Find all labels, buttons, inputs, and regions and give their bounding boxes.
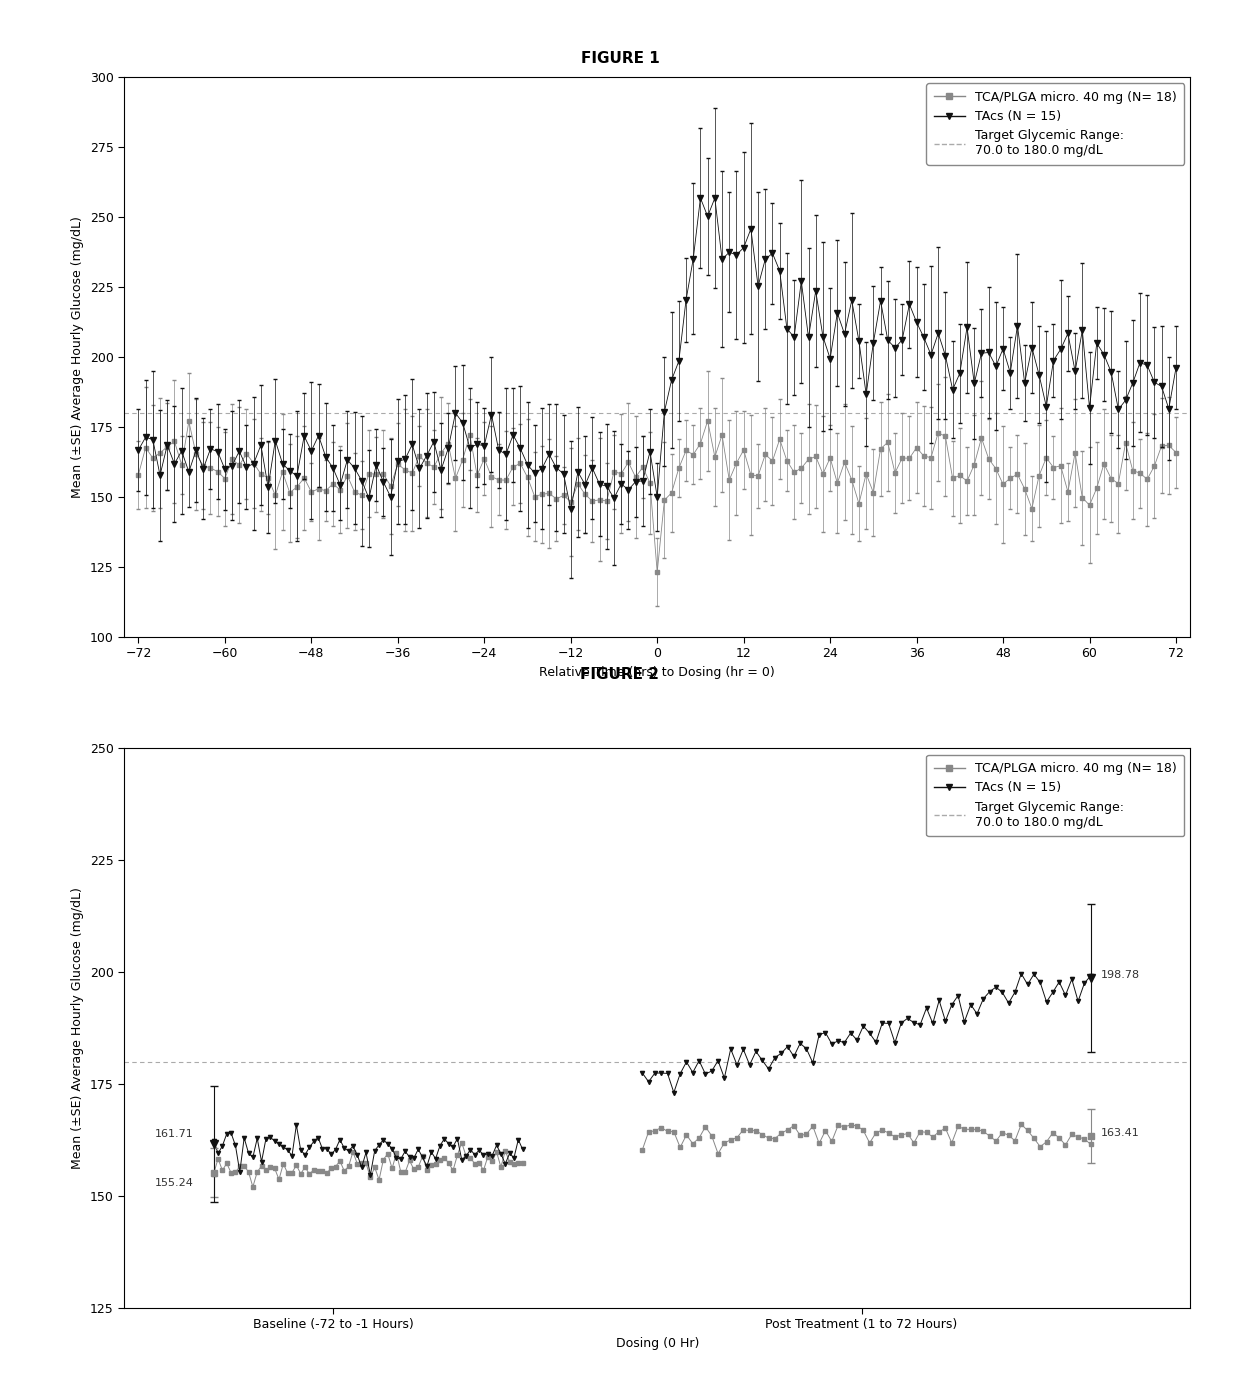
Y-axis label: Mean (±SE) Average Hourly Glucose (mg/dL): Mean (±SE) Average Hourly Glucose (mg/dL…	[71, 215, 84, 498]
Text: FIGURE 2: FIGURE 2	[580, 667, 660, 681]
Text: 163.41: 163.41	[1101, 1128, 1140, 1139]
Y-axis label: Mean (±SE) Average Hourly Glucose (mg/dL): Mean (±SE) Average Hourly Glucose (mg/dL…	[71, 887, 84, 1170]
Legend: TCA/PLGA micro. 40 mg (N= 18), TAcs (N = 15), Target Glycemic Range:
70.0 to 180: TCA/PLGA micro. 40 mg (N= 18), TAcs (N =…	[926, 754, 1184, 837]
Text: 155.24: 155.24	[155, 1178, 193, 1188]
Text: FIGURE 1: FIGURE 1	[580, 52, 660, 66]
Text: 198.78: 198.78	[1101, 970, 1140, 979]
X-axis label: Dosing (0 Hr): Dosing (0 Hr)	[615, 1337, 699, 1350]
X-axis label: Relative Time (hrs) to Dosing (hr = 0): Relative Time (hrs) to Dosing (hr = 0)	[539, 666, 775, 679]
Legend: TCA/PLGA micro. 40 mg (N= 18), TAcs (N = 15), Target Glycemic Range:
70.0 to 180: TCA/PLGA micro. 40 mg (N= 18), TAcs (N =…	[926, 83, 1184, 165]
Text: 161.71: 161.71	[155, 1129, 193, 1139]
